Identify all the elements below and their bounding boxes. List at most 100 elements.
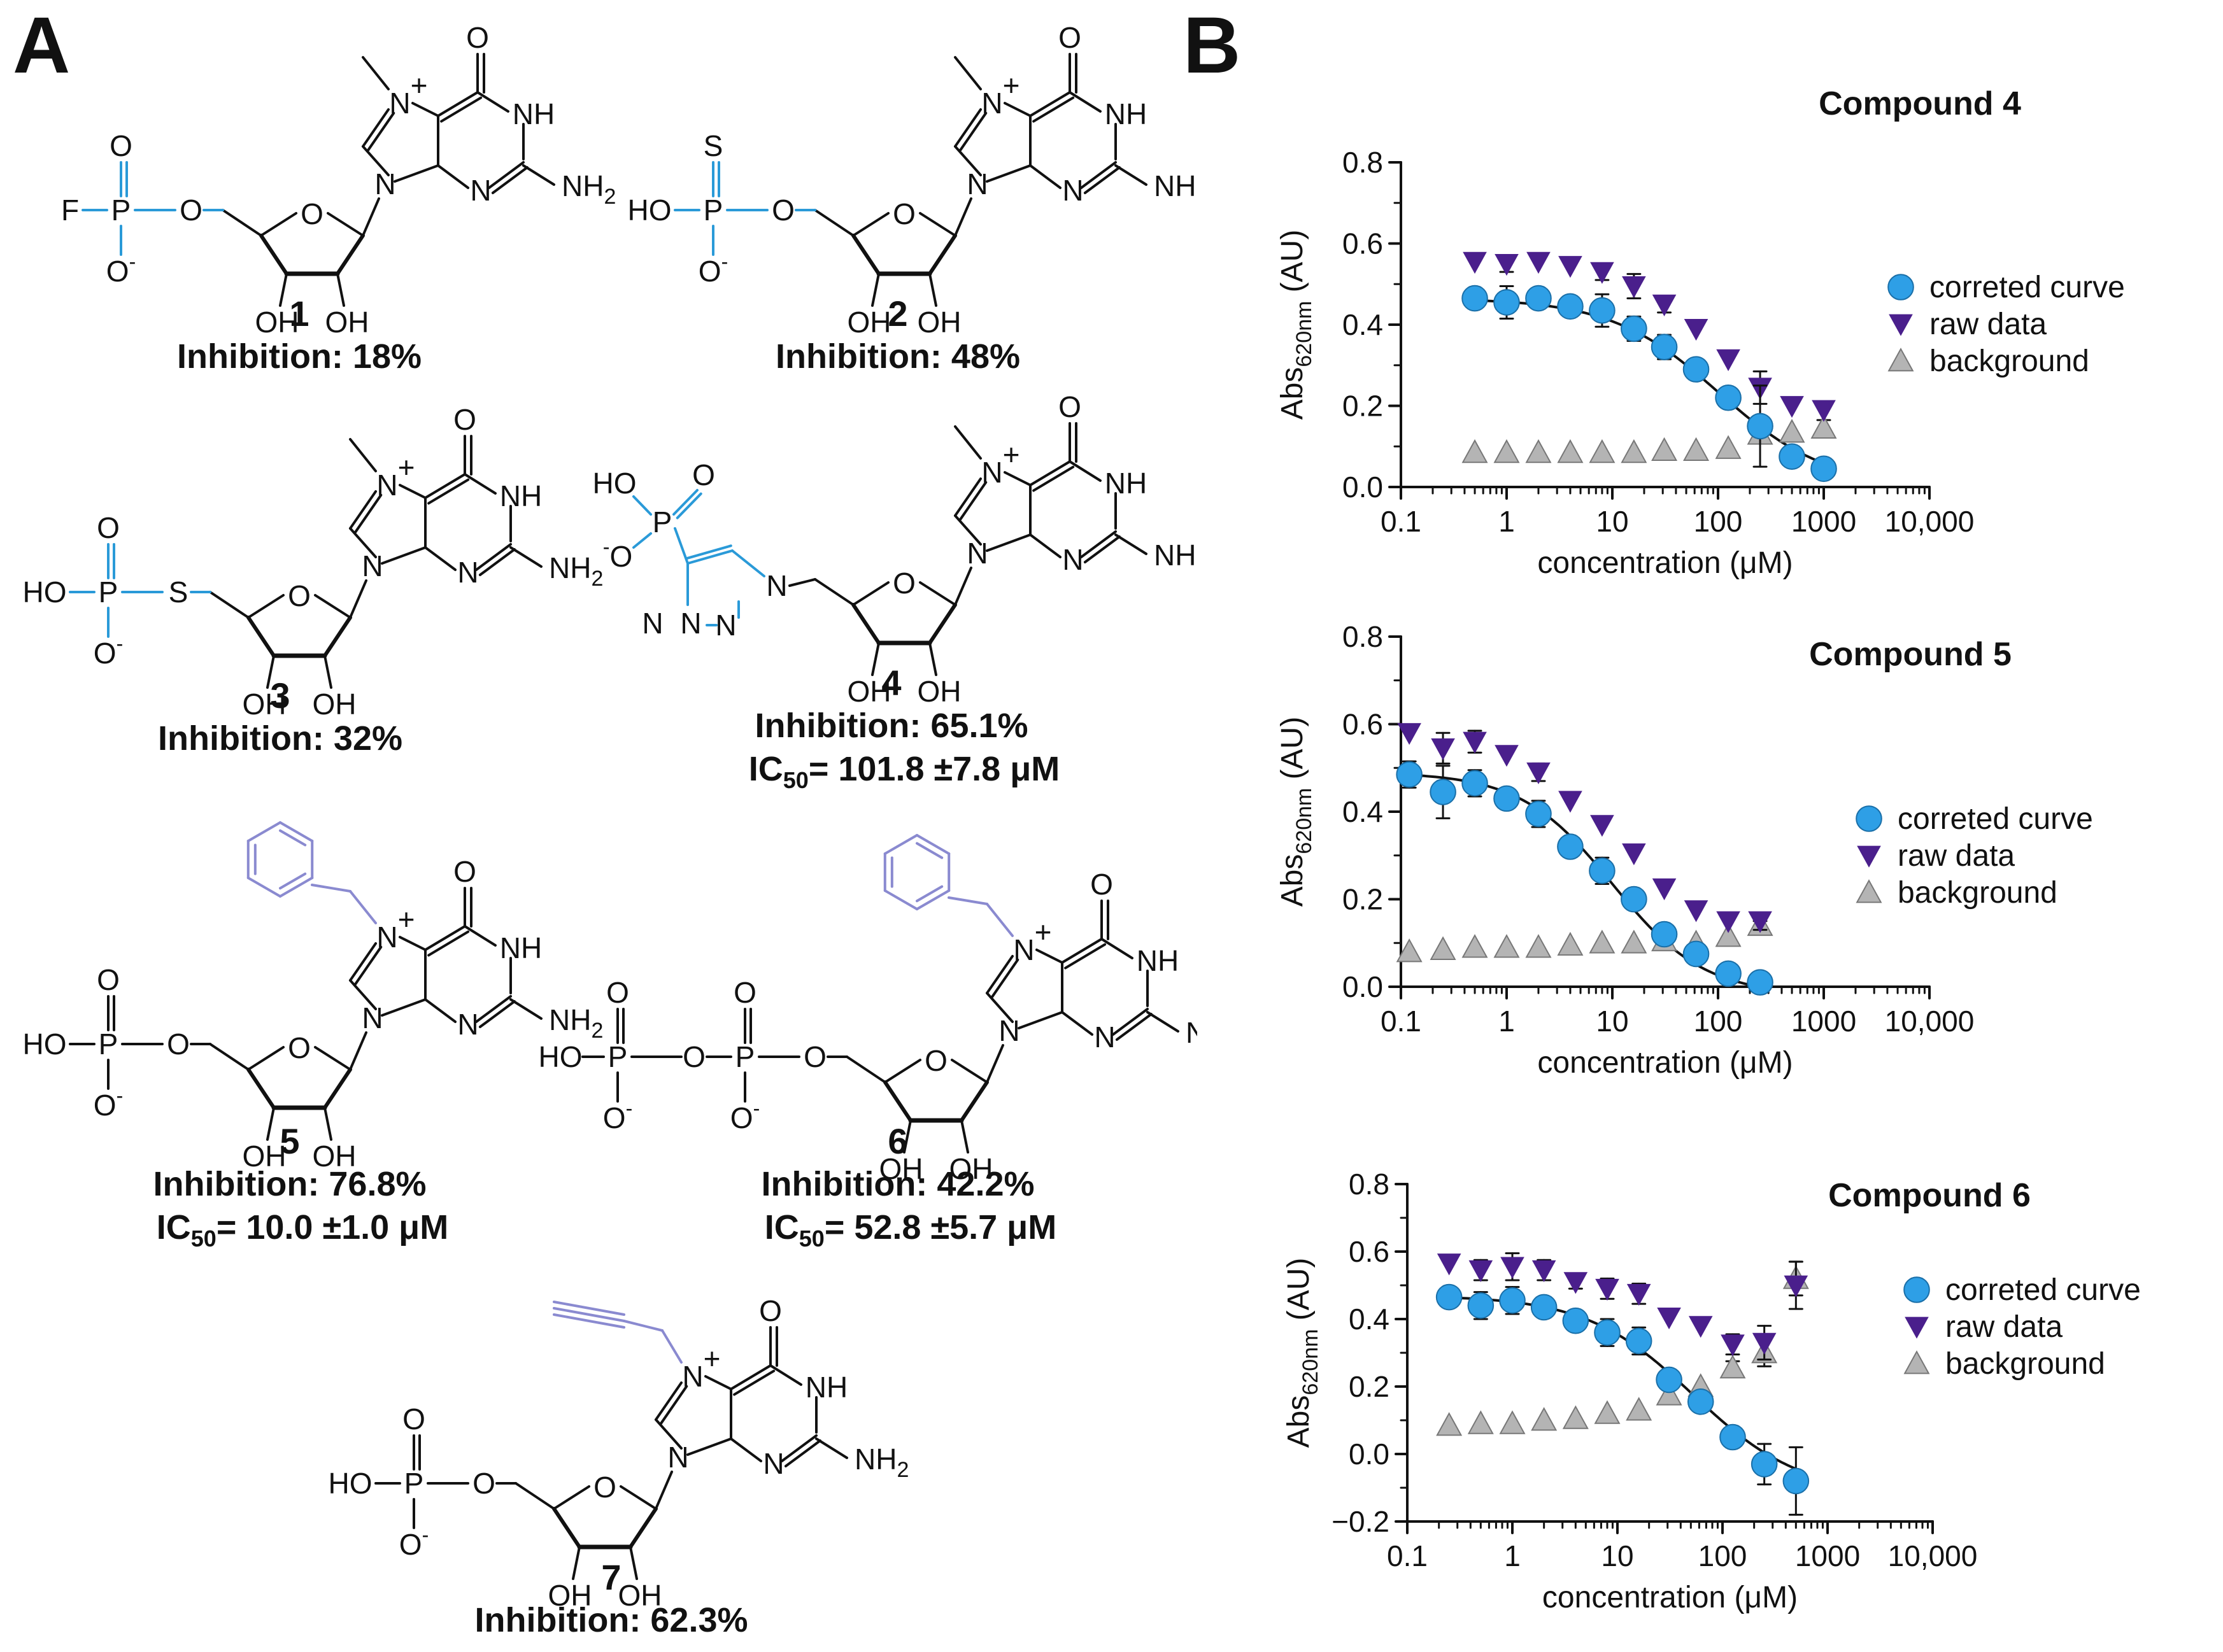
legend-label: background bbox=[1929, 344, 2089, 378]
background-point bbox=[1461, 934, 1488, 958]
background-point bbox=[1626, 1397, 1652, 1421]
raw-data-point bbox=[1752, 1332, 1777, 1355]
atom-NH: NH bbox=[1105, 97, 1147, 131]
atom-HO: HO bbox=[23, 1027, 67, 1061]
corrected-point bbox=[1651, 921, 1678, 948]
atom-O-link: O bbox=[772, 194, 795, 227]
legend-label: background bbox=[1898, 876, 2057, 910]
ring-bond bbox=[381, 998, 427, 1017]
x-tick-label: 0.1 bbox=[1381, 1005, 1421, 1038]
sugar-bond bbox=[814, 209, 855, 237]
ring-double-bond bbox=[367, 111, 395, 152]
amine-bond bbox=[509, 546, 543, 568]
background-point bbox=[1557, 439, 1584, 463]
raw-data-point bbox=[1622, 843, 1646, 866]
atom-O-minus-part: - bbox=[129, 250, 136, 273]
atom-OH: OH bbox=[848, 306, 891, 339]
sugar-bond bbox=[884, 1059, 921, 1084]
hydroxyl-bond bbox=[928, 642, 937, 676]
ring-bond bbox=[1100, 938, 1133, 959]
atom-P2: P bbox=[608, 1040, 628, 1073]
atom-O-link: O bbox=[180, 194, 202, 227]
raw-data-point bbox=[1721, 1334, 1745, 1357]
ring-double-bond bbox=[991, 958, 1019, 998]
raw-data-point bbox=[1889, 314, 1913, 336]
y-tick-label: 0.8 bbox=[1349, 1168, 1389, 1201]
atom-N7: N bbox=[981, 456, 1002, 489]
ring-bond bbox=[769, 1364, 802, 1386]
ring-double-bond bbox=[349, 490, 377, 530]
y-tick-label: 0.0 bbox=[1342, 470, 1383, 504]
sugar-bond bbox=[515, 1482, 555, 1510]
hydroxyl-bond bbox=[323, 654, 332, 689]
y-tick-label: 0.0 bbox=[1349, 1437, 1389, 1471]
y-axis-label-part: 620nm bbox=[1298, 1329, 1323, 1395]
atom-N3: N bbox=[1062, 543, 1083, 576]
phosphate-double-bond bbox=[672, 489, 699, 516]
atom-N3: N bbox=[1062, 174, 1083, 207]
x-tick-label: 1000 bbox=[1795, 1539, 1860, 1572]
benzyl-bond bbox=[349, 890, 377, 924]
atom-N7: N bbox=[389, 87, 410, 120]
sugar-bond bbox=[960, 1080, 989, 1122]
raw-data-point bbox=[1558, 256, 1582, 278]
panel-a-label: A bbox=[13, 1, 71, 90]
ring-bond bbox=[411, 102, 439, 117]
atom-OH: OH bbox=[243, 688, 287, 721]
ring-double-bond bbox=[354, 493, 383, 533]
alkyne-bond bbox=[553, 1301, 625, 1316]
atom-NH2: NH2 bbox=[562, 169, 616, 209]
ring-bond bbox=[399, 484, 427, 499]
raw-data-point bbox=[1463, 251, 1487, 274]
corrected-point bbox=[1715, 384, 1742, 411]
atom-O-minus-part: - bbox=[603, 535, 610, 558]
sugar-bond bbox=[954, 567, 972, 606]
atom-NH2-part: NH bbox=[1186, 1016, 1197, 1049]
atom-O-minus: O- bbox=[94, 632, 123, 670]
ring-bond bbox=[986, 992, 1014, 1023]
atom-NH2-part: NH bbox=[549, 551, 591, 584]
background-point bbox=[1493, 934, 1520, 958]
ring-double-bond bbox=[954, 108, 982, 148]
hydroxyl-bond bbox=[629, 1546, 638, 1580]
corrected-point bbox=[1719, 1423, 1746, 1451]
atom-O-minus-part: - bbox=[626, 1097, 633, 1120]
ring-double-bond bbox=[1029, 91, 1071, 117]
atom-P: P bbox=[704, 194, 723, 227]
raw-data-point bbox=[1622, 276, 1646, 299]
sugar-bond bbox=[314, 594, 352, 619]
background-point bbox=[1436, 1412, 1463, 1436]
raw-data-point bbox=[1595, 1278, 1619, 1301]
corrected-point bbox=[1461, 285, 1488, 312]
raw-data-point bbox=[1905, 1317, 1929, 1339]
atom-OH: OH bbox=[255, 306, 299, 339]
atom-N9: N bbox=[967, 537, 988, 570]
x-tick-label: 1000 bbox=[1791, 505, 1856, 538]
corrected-point bbox=[1715, 960, 1742, 987]
raw-data-point bbox=[1748, 911, 1772, 933]
x-tick-label: 0.1 bbox=[1387, 1539, 1428, 1572]
compound-number: 6 bbox=[888, 1121, 907, 1161]
ring-bond bbox=[1069, 91, 1102, 113]
raw-data-point bbox=[1784, 1275, 1808, 1297]
ring-double-bond bbox=[1032, 465, 1075, 492]
methyl-bond bbox=[954, 425, 982, 460]
atom-NH2-part: NH bbox=[1154, 169, 1196, 202]
ring-double-bond bbox=[424, 473, 466, 499]
x-tick-label: 1 bbox=[1498, 1005, 1515, 1038]
y-tick-label: 0.0 bbox=[1342, 970, 1383, 1003]
x-tick-label: 10 bbox=[1596, 1005, 1628, 1038]
background-point bbox=[1589, 439, 1616, 463]
atom-OH: OH bbox=[313, 1140, 357, 1173]
sugar-bond bbox=[327, 212, 364, 237]
compound-number: 3 bbox=[270, 675, 290, 716]
ic50-label-part: IC bbox=[749, 750, 783, 788]
atom-O-ring: O bbox=[288, 579, 311, 612]
benzene-bond bbox=[916, 834, 951, 855]
background-point bbox=[1531, 1407, 1558, 1431]
compound-number: 5 bbox=[280, 1121, 299, 1161]
background-point bbox=[1621, 439, 1647, 463]
atom-P2-top: O bbox=[606, 976, 629, 1009]
sugar-bond bbox=[247, 1046, 285, 1071]
